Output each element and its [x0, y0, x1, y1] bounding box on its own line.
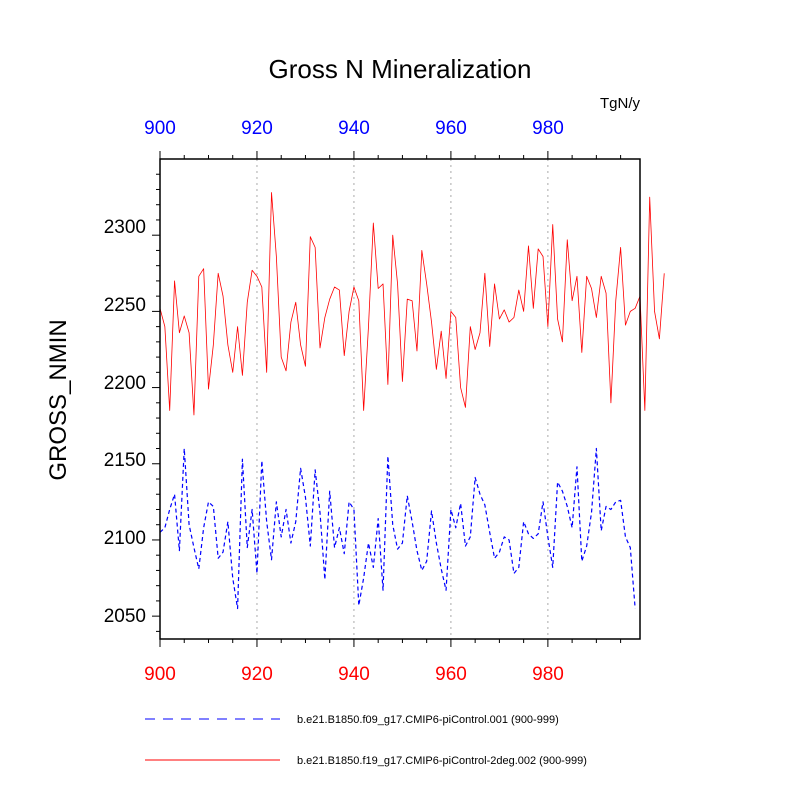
- series-line-1: [159, 447, 636, 610]
- series-lines: [159, 192, 665, 610]
- legend-label-series-2: b.e21.B1850.f19_g17.CMIP6-piControl-2deg…: [297, 755, 587, 767]
- y-tick-label: 2050: [104, 606, 146, 627]
- y-tick-label: 2100: [104, 528, 146, 549]
- plot-frame: [159, 158, 641, 640]
- bottom-x-tick-label: 900: [144, 664, 176, 685]
- bottom-x-tick-label: 960: [435, 664, 467, 685]
- legend: b.e21.B1850.f09_g17.CMIP6-piControl.001 …: [145, 714, 587, 767]
- y-axis-label: GROSS_NMIN: [45, 319, 72, 480]
- top-x-tick-label: 960: [435, 118, 467, 139]
- top-x-tick-label: 900: [144, 118, 176, 139]
- top-x-tick-label: 980: [532, 118, 564, 139]
- y-tick-label: 2150: [104, 450, 146, 471]
- chart-title: Gross N Mineralization: [269, 54, 532, 84]
- bottom-x-tick-labels: 900 920 940 960 980: [144, 664, 564, 685]
- units-label: TgN/y: [600, 95, 641, 112]
- series-line-2: [159, 192, 665, 416]
- top-x-tick-labels: 900 920 940 960 980: [144, 118, 564, 139]
- bottom-x-tick-label: 920: [241, 664, 273, 685]
- vertical-grid-lines: [256, 159, 549, 639]
- y-tick-label: 2250: [104, 295, 146, 316]
- top-x-tick-label: 940: [338, 118, 370, 139]
- top-x-tick-label: 920: [241, 118, 273, 139]
- legend-label-series-1: b.e21.B1850.f09_g17.CMIP6-piControl.001 …: [297, 714, 559, 726]
- bottom-x-tick-label: 940: [338, 664, 370, 685]
- y-tick-label: 2200: [104, 373, 146, 394]
- y-tick-labels: 2050 2100 2150 2200 2250 2300: [104, 217, 146, 627]
- axis-ticks: [152, 151, 622, 647]
- y-tick-label: 2300: [104, 217, 146, 238]
- bottom-x-tick-label: 980: [532, 664, 564, 685]
